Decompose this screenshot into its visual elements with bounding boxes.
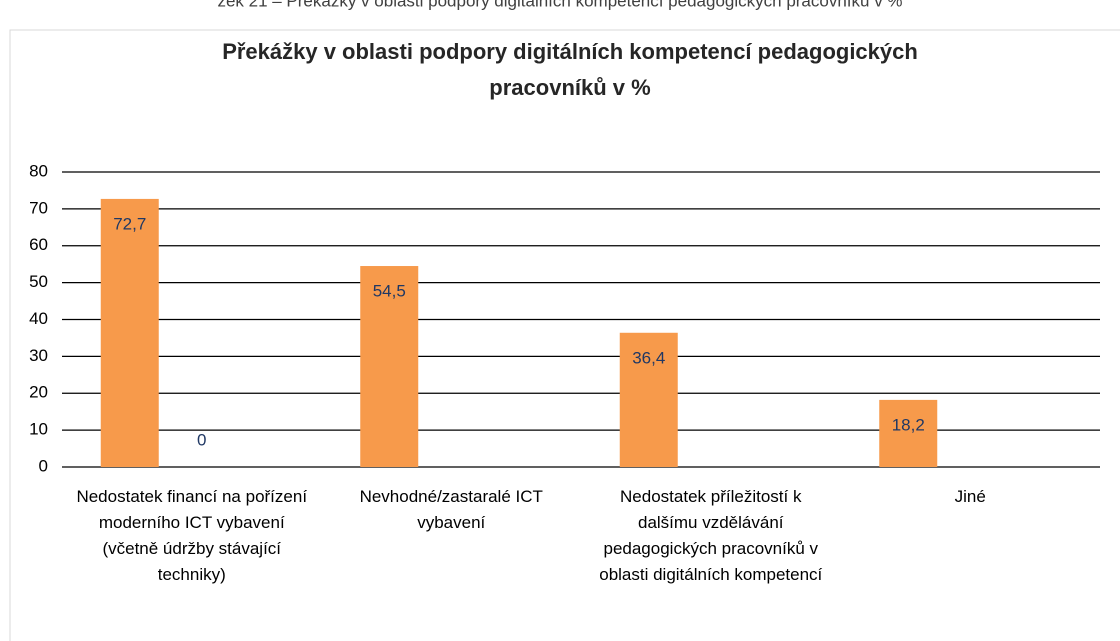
chart-title: pracovníků v % <box>489 75 650 100</box>
y-tick-label: 20 <box>29 383 48 402</box>
y-tick-label: 80 <box>29 161 48 180</box>
y-tick-label: 60 <box>29 235 48 254</box>
y-tick-label: 0 <box>39 456 48 475</box>
y-tick-label: 30 <box>29 346 48 365</box>
bar <box>360 266 419 467</box>
x-tick-label: Nedostatek financí na pořízení moderního… <box>76 487 308 584</box>
x-tick-label: Jiné <box>954 487 986 506</box>
y-tick-label: 50 <box>29 272 48 291</box>
chart-frame <box>9 29 1120 641</box>
data-label: 72,7 <box>113 214 146 233</box>
bar <box>100 198 159 467</box>
bar <box>879 399 938 467</box>
data-label: 18,2 <box>892 415 925 434</box>
y-tick-label: 40 <box>29 309 48 328</box>
bar <box>619 332 678 467</box>
y-tick-label: 70 <box>29 198 48 217</box>
data-label: 36,4 <box>632 348 665 367</box>
x-tick-label: Nedostatek příležitostí k dalšímu vzdělá… <box>599 487 823 584</box>
y-tick-label: 10 <box>29 420 48 439</box>
data-label: 54,5 <box>373 282 406 301</box>
data-label: 0 <box>197 430 206 449</box>
chart-title: Překážky v oblasti podpory digitálních k… <box>222 39 918 64</box>
x-tick-label: Nevhodné/zastaralé ICT vybavení <box>359 487 543 532</box>
caption: zek 21 – Překážky v oblasti podpory digi… <box>217 0 902 10</box>
